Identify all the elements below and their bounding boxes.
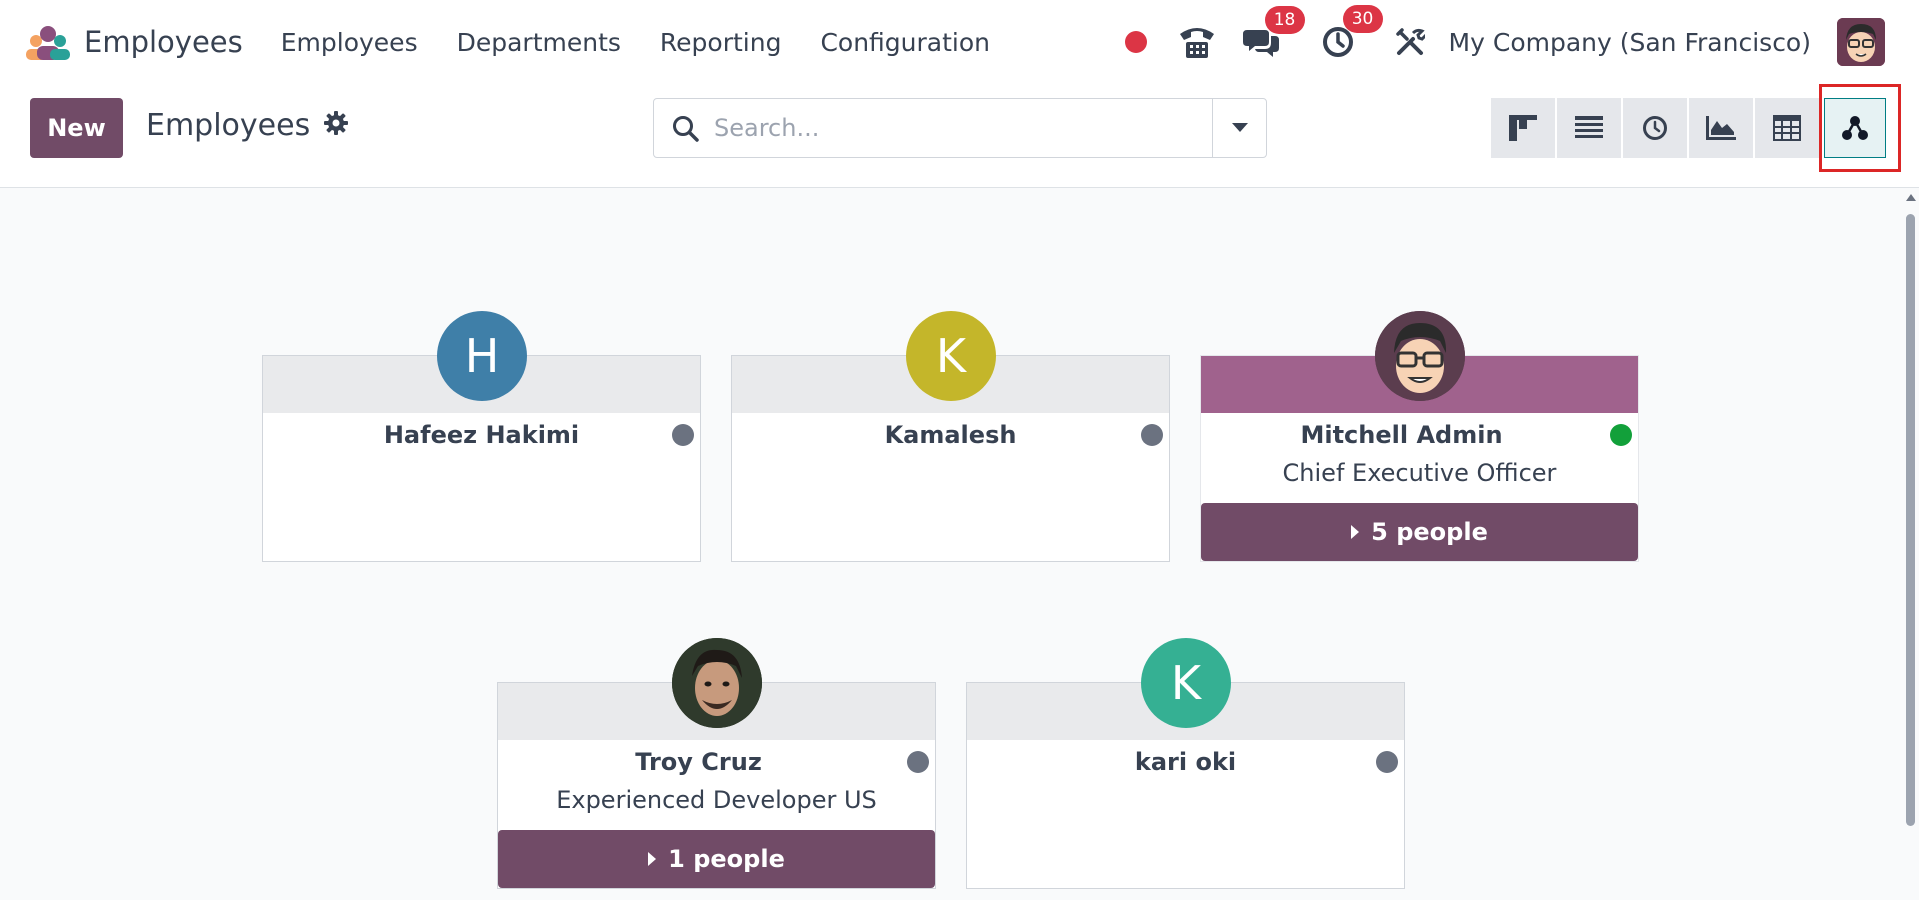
presence-status-icon bbox=[1610, 424, 1632, 446]
employees-app-icon bbox=[22, 22, 74, 62]
hierarchy-icon bbox=[1842, 116, 1868, 140]
avatar[interactable]: H bbox=[437, 311, 527, 401]
presence-status-icon bbox=[907, 751, 929, 773]
employee-card-mitchell-admin[interactable]: Mitchell Admin Chief Executive Officer 5… bbox=[1200, 311, 1639, 562]
employee-name: Troy Cruz bbox=[635, 748, 762, 776]
view-switcher bbox=[1491, 98, 1886, 158]
control-panel: New Employees bbox=[0, 84, 1919, 188]
company-switcher[interactable]: My Company (San Francisco) bbox=[1448, 27, 1811, 57]
systray: 18 30 My Company (San Francisco) bbox=[1124, 0, 1919, 84]
activity-view-button[interactable] bbox=[1623, 98, 1689, 158]
search-icon bbox=[672, 115, 700, 147]
presence-status-icon bbox=[1141, 424, 1163, 446]
recording-indicator[interactable] bbox=[1124, 31, 1147, 53]
activity-clock-icon bbox=[1643, 116, 1667, 140]
search-bar bbox=[653, 98, 1267, 158]
search-input[interactable] bbox=[714, 109, 1194, 147]
hierarchy-content: H Hafeez Hakimi K Kamalesh Mitchell Admi… bbox=[0, 189, 1900, 900]
kanban-view-button[interactable] bbox=[1491, 98, 1557, 158]
avatar[interactable] bbox=[672, 638, 762, 728]
caret-right-icon bbox=[1351, 525, 1360, 539]
avatar[interactable]: K bbox=[906, 311, 996, 401]
debug-tools-icon[interactable] bbox=[1395, 27, 1425, 57]
phone-icon[interactable] bbox=[1177, 24, 1217, 60]
user-avatar[interactable] bbox=[1837, 18, 1885, 66]
presence-status-icon bbox=[672, 424, 694, 446]
avatar[interactable] bbox=[1375, 311, 1465, 401]
employee-card-troy-cruz[interactable]: Troy Cruz Experienced Developer US 1 peo… bbox=[497, 638, 936, 889]
area-chart-icon bbox=[1706, 116, 1736, 140]
caret-down-icon bbox=[1231, 123, 1248, 132]
search-options-toggle[interactable] bbox=[1212, 99, 1266, 157]
menu-employees[interactable]: Employees bbox=[280, 27, 418, 57]
app-name: Employees bbox=[84, 25, 243, 59]
employee-name: Hafeez Hakimi bbox=[383, 421, 580, 449]
job-title: Chief Executive Officer bbox=[1282, 459, 1557, 487]
main-menu: Employees Departments Reporting Configur… bbox=[281, 28, 1029, 57]
activities-badge: 30 bbox=[1342, 5, 1383, 33]
job-title: Experienced Developer US bbox=[556, 786, 877, 814]
employee-card-hafeez-hakimi[interactable]: H Hafeez Hakimi bbox=[262, 311, 701, 562]
employee-name: Mitchell Admin bbox=[1300, 421, 1503, 449]
employee-name: Kamalesh bbox=[884, 421, 1017, 449]
top-navbar: Employees Employees Departments Reportin… bbox=[0, 0, 1919, 84]
list-icon bbox=[1575, 116, 1603, 138]
app-brand[interactable]: Employees bbox=[22, 22, 243, 62]
subordinates-count: 5 people bbox=[1371, 518, 1488, 546]
expand-subordinates-button[interactable]: 1 people bbox=[498, 830, 935, 888]
gear-icon[interactable] bbox=[324, 108, 349, 143]
employee-name: kari oki bbox=[1134, 748, 1237, 776]
employee-card-kamalesh[interactable]: K Kamalesh bbox=[731, 311, 1170, 562]
caret-right-icon bbox=[648, 852, 657, 866]
subordinates-count: 1 people bbox=[668, 845, 785, 873]
messages-badge: 18 bbox=[1264, 6, 1305, 34]
employee-card-kari-oki[interactable]: K kari oki bbox=[966, 638, 1405, 889]
table-icon bbox=[1773, 115, 1801, 141]
clock-icon bbox=[1322, 27, 1353, 57]
messages-button[interactable]: 18 bbox=[1242, 6, 1305, 58]
avatar[interactable]: K bbox=[1141, 638, 1231, 728]
chat-icon bbox=[1242, 30, 1279, 57]
pivot-view-button[interactable] bbox=[1755, 98, 1821, 158]
menu-reporting[interactable]: Reporting bbox=[659, 27, 782, 57]
menu-departments[interactable]: Departments bbox=[456, 27, 621, 57]
presence-status-icon bbox=[1376, 751, 1398, 773]
vertical-scrollbar[interactable] bbox=[1902, 190, 1919, 900]
kanban-icon bbox=[1509, 115, 1537, 141]
page-title: Employees bbox=[146, 108, 311, 143]
list-view-button[interactable] bbox=[1557, 98, 1623, 158]
graph-view-button[interactable] bbox=[1689, 98, 1755, 158]
new-button[interactable]: New bbox=[30, 98, 123, 158]
hierarchy-view-button[interactable] bbox=[1824, 98, 1886, 158]
breadcrumb: Employees bbox=[146, 108, 349, 143]
expand-subordinates-button[interactable]: 5 people bbox=[1201, 503, 1638, 561]
scroll-up-arrow-icon[interactable] bbox=[1906, 194, 1916, 201]
scroll-thumb[interactable] bbox=[1906, 214, 1915, 826]
menu-configuration[interactable]: Configuration bbox=[820, 27, 990, 57]
activities-button[interactable]: 30 bbox=[1321, 5, 1383, 59]
